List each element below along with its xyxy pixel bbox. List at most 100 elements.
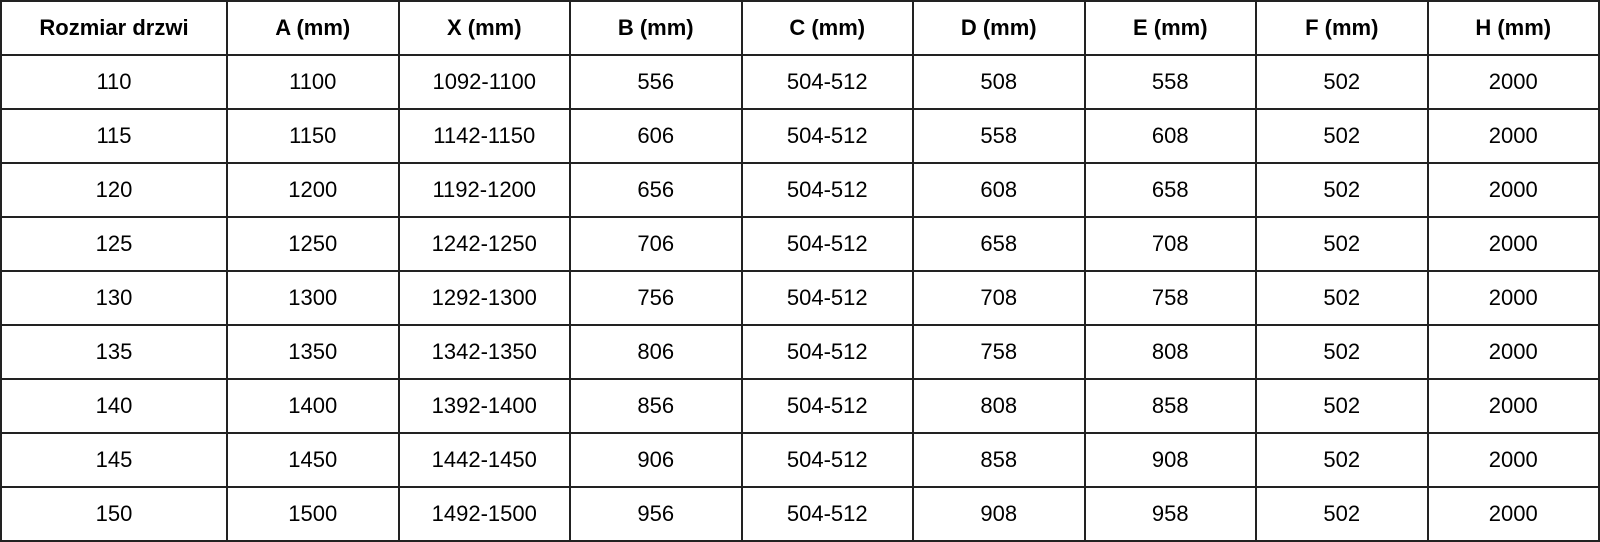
table-cell: 1450 (226, 432, 400, 488)
table-cell: 508 (912, 54, 1086, 110)
table-cell: 1092-1100 (397, 54, 571, 110)
column-header: A (mm) (226, 0, 400, 56)
table-cell: 856 (569, 378, 743, 434)
table-cell: 1442-1450 (397, 432, 571, 488)
table-row: 125 1250 1242-1250 706 504-512 658 708 502 2000 (0, 216, 1600, 272)
table-cell: 756 (569, 270, 743, 326)
table-cell: 708 (912, 270, 1086, 326)
table-cell: 1192-1200 (397, 162, 571, 218)
table-row: 145 1450 1442-1450 906 504-512 858 908 502 2000 (0, 432, 1600, 488)
table-cell: 504-512 (740, 54, 914, 110)
table-cell: 135 (0, 324, 228, 380)
table-cell: 502 (1255, 270, 1429, 326)
table-cell: 502 (1255, 216, 1429, 272)
table-cell: 658 (912, 216, 1086, 272)
table-cell: 120 (0, 162, 228, 218)
table-cell: 1392-1400 (397, 378, 571, 434)
table-cell: 1500 (226, 486, 400, 542)
table-cell: 504-512 (740, 162, 914, 218)
table-cell: 1150 (226, 108, 400, 164)
table-row: 140 1400 1392-1400 856 504-512 808 858 502 2000 (0, 378, 1600, 434)
table-cell: 2000 (1426, 324, 1600, 380)
table-row: 110 1100 1092-1100 556 504-512 508 558 502 2000 (0, 54, 1600, 110)
table-cell: 504-512 (740, 108, 914, 164)
table-cell: 806 (569, 324, 743, 380)
table-cell: 504-512 (740, 432, 914, 488)
table-cell: 504-512 (740, 324, 914, 380)
table-cell: 2000 (1426, 486, 1600, 542)
table-cell: 150 (0, 486, 228, 542)
column-header: H (mm) (1426, 0, 1600, 56)
table-cell: 1142-1150 (397, 108, 571, 164)
column-header: C (mm) (740, 0, 914, 56)
table-cell: 2000 (1426, 378, 1600, 434)
table-cell: 1250 (226, 216, 400, 272)
table-cell: 558 (912, 108, 1086, 164)
table-row: 130 1300 1292-1300 756 504-512 708 758 502 2000 (0, 270, 1600, 326)
column-header: B (mm) (569, 0, 743, 56)
table-cell: 504-512 (740, 270, 914, 326)
column-header: X (mm) (397, 0, 571, 56)
table-cell: 606 (569, 108, 743, 164)
table-cell: 2000 (1426, 270, 1600, 326)
table-cell: 504-512 (740, 486, 914, 542)
table-row: 135 1350 1342-1350 806 504-512 758 808 502 2000 (0, 324, 1600, 380)
table-cell: 1292-1300 (397, 270, 571, 326)
column-header: F (mm) (1255, 0, 1429, 56)
table-cell: 1400 (226, 378, 400, 434)
table-cell: 504-512 (740, 216, 914, 272)
table-cell: 502 (1255, 486, 1429, 542)
table-cell: 858 (912, 432, 1086, 488)
column-header: Rozmiar drzwi (0, 0, 228, 56)
table-cell: 1350 (226, 324, 400, 380)
table-cell: 958 (1083, 486, 1257, 542)
table-cell: 2000 (1426, 54, 1600, 110)
table-cell: 1492-1500 (397, 486, 571, 542)
table-cell: 1300 (226, 270, 400, 326)
table-cell: 502 (1255, 162, 1429, 218)
table-cell: 502 (1255, 378, 1429, 434)
table-cell: 2000 (1426, 162, 1600, 218)
table-cell: 808 (912, 378, 1086, 434)
table-cell: 758 (912, 324, 1086, 380)
table-cell: 908 (1083, 432, 1257, 488)
table-cell: 502 (1255, 324, 1429, 380)
column-header: D (mm) (912, 0, 1086, 56)
table-cell: 502 (1255, 54, 1429, 110)
table-cell: 125 (0, 216, 228, 272)
table-cell: 115 (0, 108, 228, 164)
table-cell: 658 (1083, 162, 1257, 218)
table-cell: 504-512 (740, 378, 914, 434)
table-cell: 110 (0, 54, 228, 110)
table-cell: 656 (569, 162, 743, 218)
table-cell: 130 (0, 270, 228, 326)
table-cell: 858 (1083, 378, 1257, 434)
table-cell: 2000 (1426, 108, 1600, 164)
table-cell: 706 (569, 216, 743, 272)
table-cell: 956 (569, 486, 743, 542)
table-cell: 1242-1250 (397, 216, 571, 272)
table-row: 120 1200 1192-1200 656 504-512 608 658 502 2000 (0, 162, 1600, 218)
table-cell: 758 (1083, 270, 1257, 326)
column-header: E (mm) (1083, 0, 1257, 56)
table-cell: 145 (0, 432, 228, 488)
table-cell: 558 (1083, 54, 1257, 110)
table-cell: 1100 (226, 54, 400, 110)
table-cell: 1342-1350 (397, 324, 571, 380)
table-cell: 808 (1083, 324, 1257, 380)
table-row: 150 1500 1492-1500 956 504-512 908 958 502 2000 (0, 486, 1600, 542)
table-cell: 2000 (1426, 432, 1600, 488)
table-cell: 908 (912, 486, 1086, 542)
table-cell: 2000 (1426, 216, 1600, 272)
header-row: Rozmiar drzwi A (mm) X (mm) B (mm) C (mm) D (… (0, 0, 1600, 56)
table-row: 115 1150 1142-1150 606 504-512 558 608 502 2000 (0, 108, 1600, 164)
table-cell: 502 (1255, 108, 1429, 164)
table-cell: 906 (569, 432, 743, 488)
table-cell: 1200 (226, 162, 400, 218)
table-cell: 556 (569, 54, 743, 110)
table-cell: 502 (1255, 432, 1429, 488)
table-cell: 608 (912, 162, 1086, 218)
table-cell: 708 (1083, 216, 1257, 272)
table-cell: 608 (1083, 108, 1257, 164)
